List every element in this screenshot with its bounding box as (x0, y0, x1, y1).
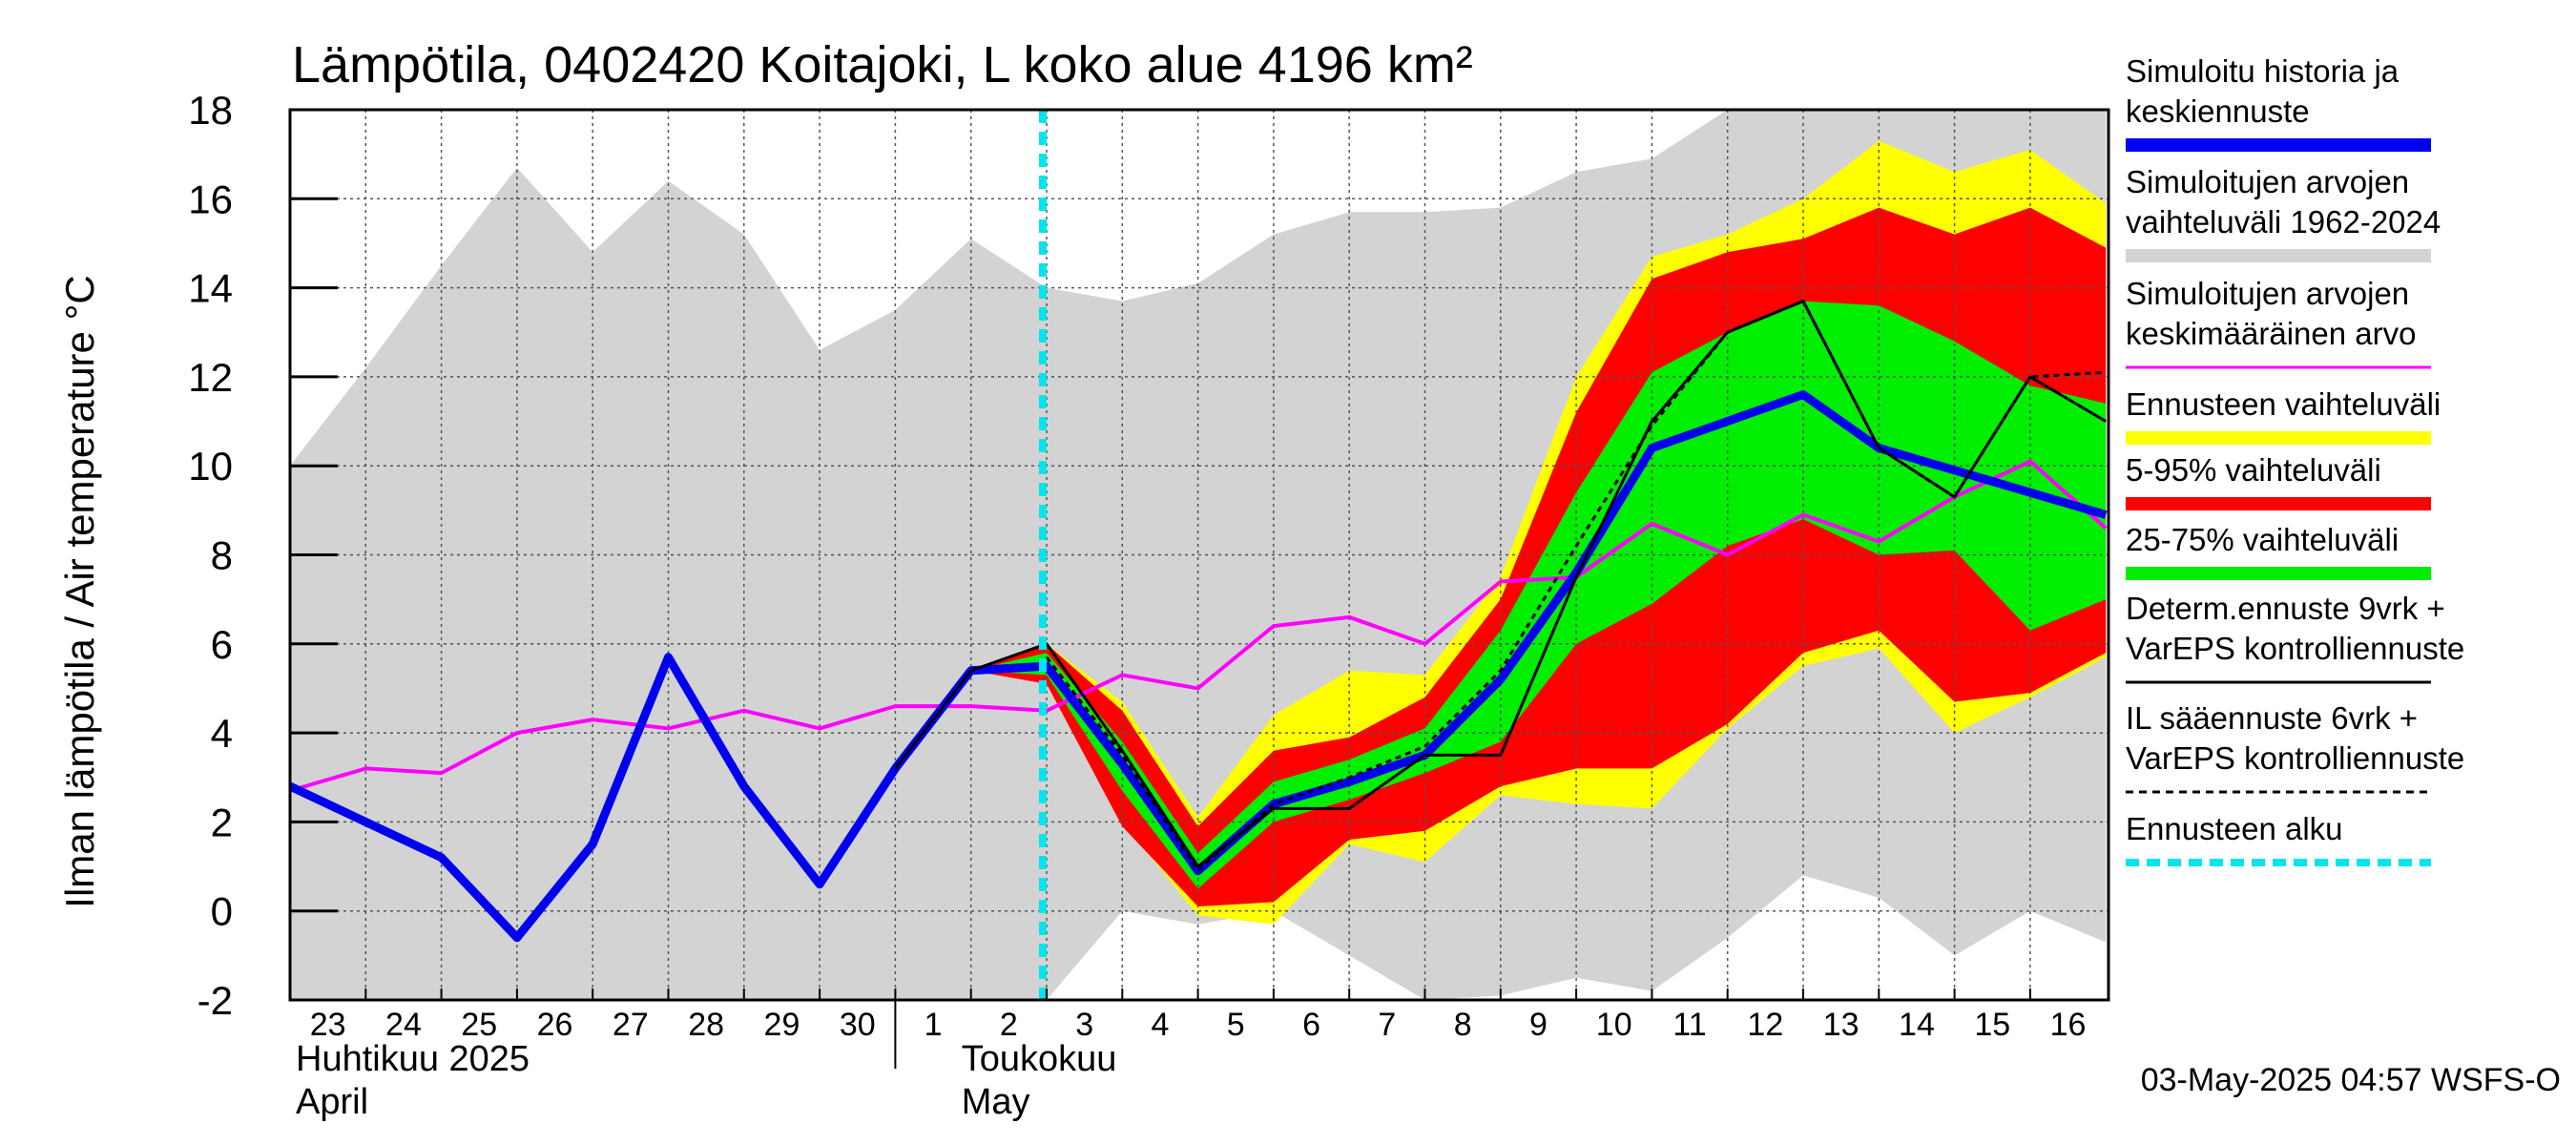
y-axis-label: Ilman lämpötila / Air temperature °C (57, 275, 102, 907)
x-day-label: 26 (537, 1007, 573, 1043)
series-line-1 (290, 390, 2108, 943)
x-day-label: 7 (1378, 1007, 1396, 1043)
chart-title: Lämpötila, 0402420 Koitajoki, L koko alu… (292, 36, 1473, 94)
legend-label: Simuloitu historia ja (2126, 53, 2399, 89)
legend-label: 5-95% vaihteluväli (2126, 452, 2381, 488)
y-tick-label: 18 (188, 88, 233, 133)
y-tick-label: -2 (197, 978, 233, 1023)
x-day-label: 5 (1227, 1007, 1245, 1043)
month-label-fi: Huhtikuu 2025 (296, 1039, 530, 1079)
x-day-label: 16 (2050, 1007, 2087, 1043)
x-day-label: 11 (1672, 1007, 1706, 1043)
y-tick-label: 16 (188, 177, 233, 221)
legend-label: vaihteluväli 1962-2024 (2126, 204, 2441, 239)
x-day-label: 3 (1075, 1007, 1093, 1043)
series-line-3 (1045, 300, 2107, 873)
legend-label: Simuloitujen arvojen (2126, 164, 2409, 199)
x-day-label: 9 (1529, 1007, 1548, 1043)
legend-label: IL sääennuste 6vrk + (2126, 700, 2418, 736)
x-day-label: 28 (688, 1007, 724, 1043)
x-day-label: 2 (1000, 1007, 1018, 1043)
y-tick-label: 14 (188, 266, 233, 311)
legend-label: Ennusteen alku (2126, 811, 2343, 846)
x-day-label: 29 (764, 1007, 800, 1043)
legend-label: Determ.ennuste 9vrk + (2126, 591, 2445, 626)
legend-label: Simuloitujen arvojen (2126, 276, 2409, 311)
legend-label: VarEPS kontrolliennuste (2126, 631, 2464, 666)
x-day-label: 24 (385, 1007, 422, 1043)
x-day-label: 12 (1747, 1007, 1783, 1043)
month-label-fi: Toukokuu (962, 1039, 1117, 1079)
x-day-label: 27 (613, 1007, 649, 1043)
x-day-label: 13 (1823, 1007, 1859, 1043)
y-tick-label: 6 (211, 622, 233, 667)
series-line-0 (290, 459, 2108, 793)
legend-label: keskiennuste (2126, 94, 2310, 129)
y-tick-label: 8 (211, 533, 233, 578)
x-day-label: 4 (1151, 1007, 1169, 1043)
legend-label: 25-75% vaihteluväli (2126, 522, 2399, 557)
legend: Simuloitu historia ja keskiennuste Simuloi… (2126, 53, 2464, 866)
x-day-label: 30 (840, 1007, 876, 1043)
y-tick-label: 10 (188, 444, 233, 489)
timestamp: 03-May-2025 04:57 WSFS-O (2141, 1062, 2561, 1098)
x-day-label: 1 (924, 1007, 943, 1043)
y-tick-label: 12 (188, 355, 233, 400)
plot-layers (290, 110, 2109, 1000)
y-tick-label: 0 (211, 889, 233, 934)
x-day-label: 10 (1596, 1007, 1632, 1043)
x-day-label: 25 (461, 1007, 497, 1043)
legend-label: Ennusteen vaihteluväli (2126, 386, 2441, 422)
y-tick-label: 4 (211, 711, 233, 756)
x-day-label: 6 (1302, 1007, 1320, 1043)
month-label-en: May (962, 1082, 1030, 1122)
plot-area (290, 110, 2109, 1000)
x-day-label: 14 (1899, 1007, 1935, 1043)
x-day-label: 8 (1454, 1007, 1472, 1043)
month-label-en: April (296, 1082, 368, 1122)
legend-label: VarEPS kontrolliennuste (2126, 740, 2464, 776)
y-tick-label: 2 (211, 800, 233, 844)
x-day-label: 15 (1974, 1007, 2010, 1043)
x-day-label: 23 (310, 1007, 346, 1043)
band-3 (970, 301, 2107, 889)
legend-label: keskimääräinen arvo (2126, 316, 2416, 351)
